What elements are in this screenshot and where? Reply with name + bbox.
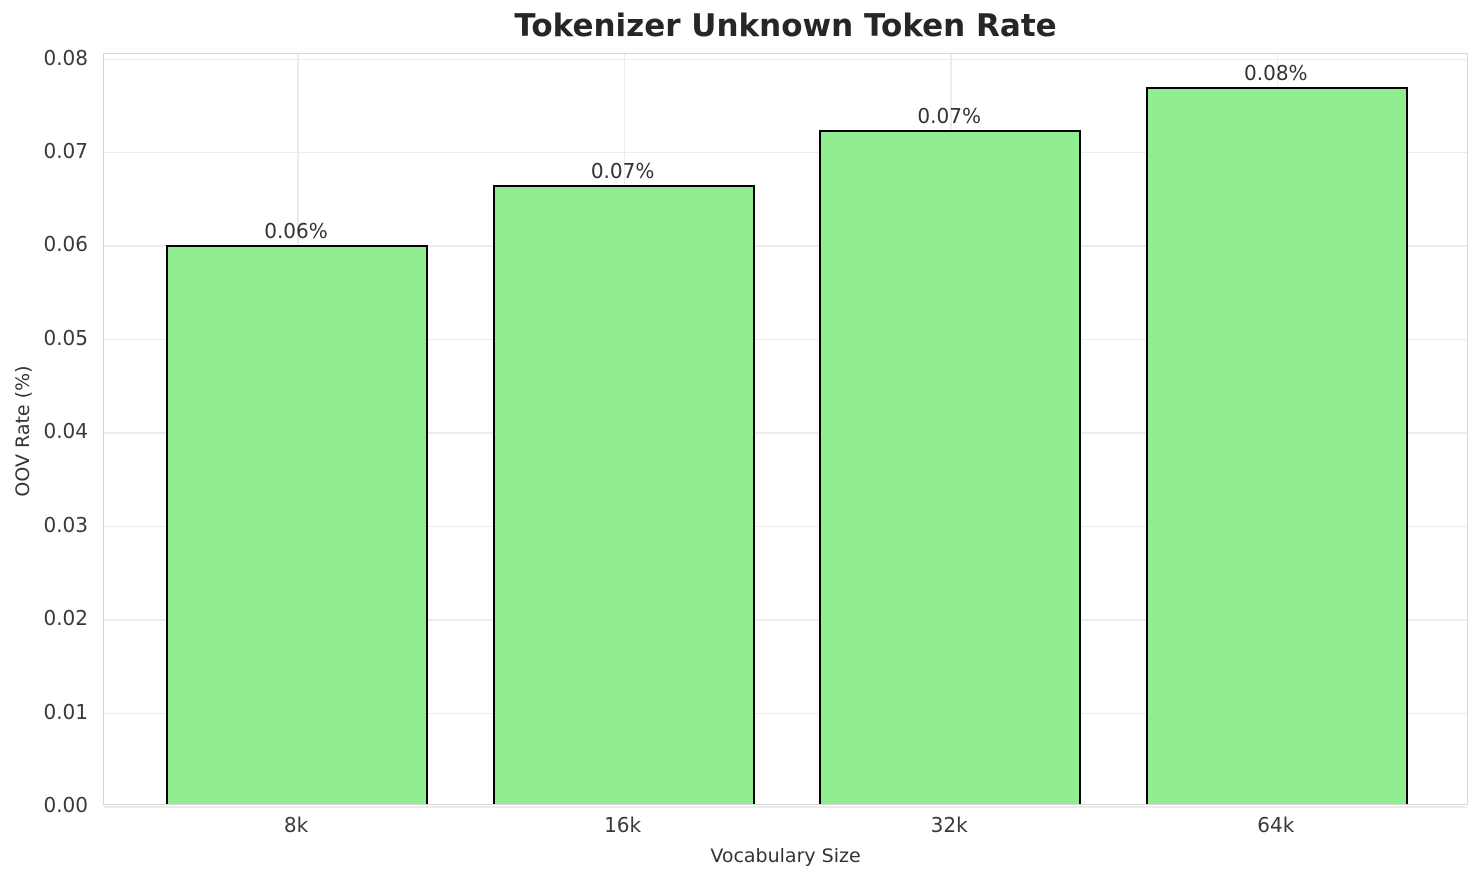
horizontal-gridline xyxy=(104,338,1467,341)
bar-value-label: 0.07% xyxy=(590,158,655,183)
x-axis-tick-label: 16k xyxy=(604,813,642,837)
horizontal-gridline xyxy=(104,58,1467,60)
x-axis-tick-label: 8k xyxy=(283,813,309,837)
horizontal-gridline xyxy=(104,151,1467,154)
x-axis-tick-label: 32k xyxy=(930,813,968,837)
y-axis-tick-label: 0.01 xyxy=(43,699,88,724)
bar-value-label: 0.07% xyxy=(917,104,981,129)
y-axis-tick-label: 0.07 xyxy=(43,138,88,163)
y-axis-tick-label: 0.02 xyxy=(43,606,88,631)
y-axis-tick-label: 0.08 xyxy=(43,45,88,70)
y-axis-tick-label: 0.00 xyxy=(43,793,88,817)
x-axis-tick-label: 64k xyxy=(1257,813,1295,837)
bar-16k xyxy=(492,184,755,804)
bar-32k xyxy=(819,130,1082,804)
y-axis-tick-label: 0.03 xyxy=(43,512,88,537)
horizontal-gridline xyxy=(104,525,1467,528)
y-axis-tick-label: 0.05 xyxy=(43,325,88,350)
chart-title: Tokenizer Unknown Token Rate xyxy=(514,8,1057,44)
bar-8k xyxy=(166,245,428,804)
horizontal-gridline xyxy=(104,712,1467,715)
horizontal-gridline xyxy=(104,245,1467,247)
horizontal-gridline xyxy=(104,806,1467,808)
horizontal-gridline xyxy=(104,432,1467,434)
bar-value-label: 0.06% xyxy=(264,219,328,244)
bar-64k xyxy=(1145,87,1408,804)
y-axis-tick-label: 0.06 xyxy=(43,232,88,257)
y-axis-tick-label: 0.04 xyxy=(43,419,88,444)
plot-area xyxy=(103,53,1468,808)
bar-value-label: 0.08% xyxy=(1244,61,1308,86)
horizontal-gridline xyxy=(104,619,1467,621)
x-axis-label: Vocabulary Size xyxy=(710,845,861,867)
